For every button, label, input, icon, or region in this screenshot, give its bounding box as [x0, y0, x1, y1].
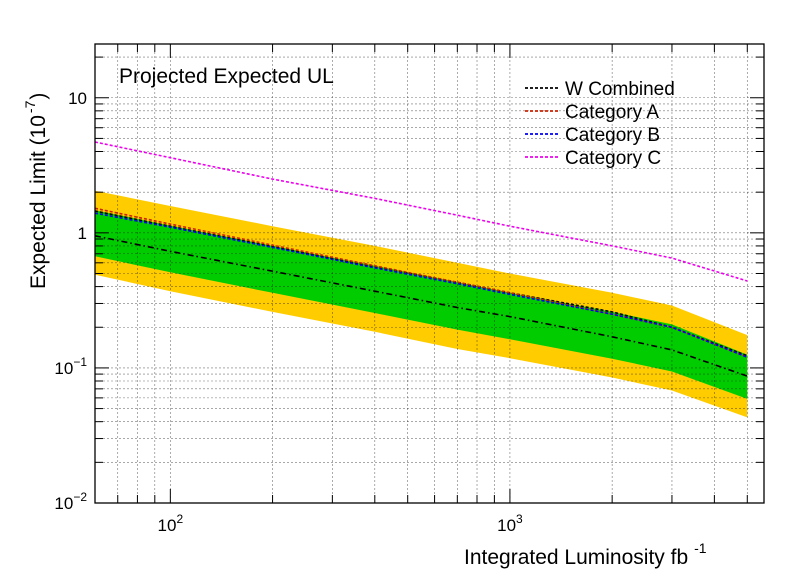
legend-entry-label: Category C — [565, 148, 661, 169]
chart-title: Projected Expected UL — [119, 65, 334, 88]
legend-entry-label: Category A — [565, 102, 659, 123]
y-tick-label: 10 — [68, 89, 87, 108]
legend-entry-label: Category B — [565, 125, 660, 146]
y-axis-label-close: ) — [27, 93, 50, 100]
band-inner — [95, 210, 748, 399]
x-tick-label: 103 — [497, 512, 523, 535]
series-lines — [94, 141, 748, 377]
y-tick-label: 10−1 — [54, 355, 87, 378]
x-tick-label: 102 — [158, 512, 184, 535]
x-axis-label-text: Integrated Luminosity fb — [464, 546, 688, 569]
series-line-category-a — [94, 207, 748, 358]
y-tick-label: 1 — [78, 224, 87, 243]
y-axis-label-text: Expected Limit (10 — [27, 115, 50, 289]
series-line-w-combined — [94, 210, 748, 357]
tick-labels: 102 103 10−2 10−1 1 10 — [54, 89, 523, 535]
confidence-bands — [95, 190, 748, 418]
y-axis-label-sup: -7 — [22, 100, 38, 113]
y-tick-label: 10−2 — [54, 490, 87, 513]
series-line-category-c — [94, 141, 748, 282]
legend-entry-label: W Combined — [565, 79, 675, 100]
x-axis-label-sup: -1 — [694, 540, 707, 556]
series-line-category-b — [94, 212, 748, 358]
grid — [94, 44, 764, 503]
y-axis-label: Expected Limit (10 -7) — [22, 93, 50, 289]
axis-ticks — [94, 44, 764, 504]
x-axis-label: Integrated Luminosity fb -1 — [464, 540, 707, 569]
series-line-median-expected — [94, 235, 748, 377]
